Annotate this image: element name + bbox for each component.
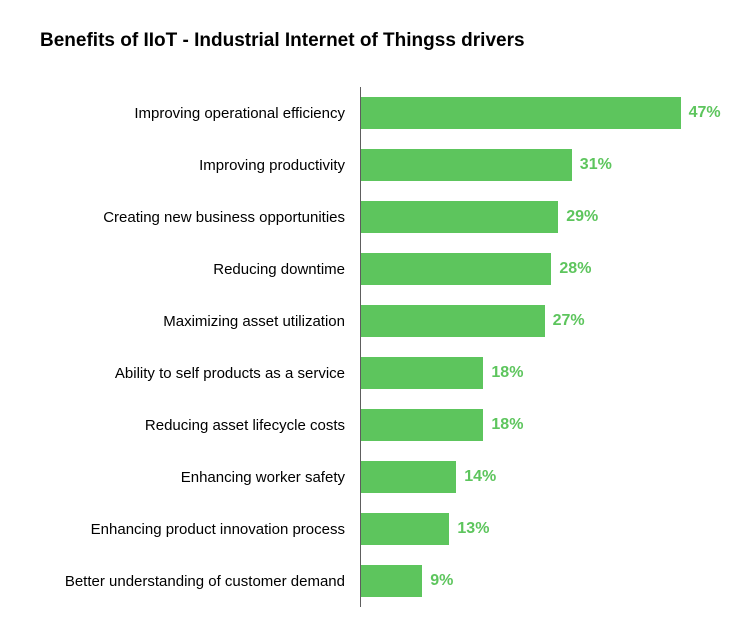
bar-column: 29% — [360, 191, 710, 243]
chart-row: Ability to self products as a service 18% — [40, 347, 710, 399]
bar-label: Reducing asset lifecycle costs — [40, 417, 360, 434]
chart-row: Maximizing asset utilization 27% — [40, 295, 710, 347]
chart-row: Improving productivity 31% — [40, 139, 710, 191]
bar — [361, 513, 449, 545]
chart-area: Improving operational efficiency47%Impro… — [40, 87, 710, 607]
bar — [361, 409, 483, 441]
chart-row: Creating new business opportunities 29% — [40, 191, 710, 243]
bar-label: Better understanding of customer demand — [40, 573, 360, 590]
chart-title: Benefits of IIoT - Industrial Internet o… — [40, 30, 710, 52]
bar — [361, 305, 545, 337]
bar — [361, 97, 681, 129]
chart-row: Better understanding of customer demand 9… — [40, 555, 710, 607]
chart-row: Reducing downtime 28% — [40, 243, 710, 295]
bar-column: 28% — [360, 243, 710, 295]
bar-label: Enhancing product innovation process — [40, 521, 360, 538]
bar-value: 14% — [464, 468, 496, 486]
bar — [361, 357, 483, 389]
bar-value: 47% — [689, 104, 721, 122]
bar-column: 27% — [360, 295, 710, 347]
bar-label: Enhancing worker safety — [40, 469, 360, 486]
bar-value: 18% — [491, 416, 523, 434]
bar — [361, 565, 422, 597]
bar — [361, 201, 558, 233]
bar-value: 13% — [457, 520, 489, 538]
bar-column: 31% — [360, 139, 710, 191]
bar — [361, 149, 572, 181]
chart-row: Enhancing worker safety 14% — [40, 451, 710, 503]
bar — [361, 461, 456, 493]
bar-label: Improving productivity — [40, 157, 360, 174]
bar-value: 28% — [559, 260, 591, 278]
bar-value: 18% — [491, 364, 523, 382]
bar-value: 27% — [553, 312, 585, 330]
chart-row: Reducing asset lifecycle costs 18% — [40, 399, 710, 451]
chart-row: Enhancing product innovation process 13% — [40, 503, 710, 555]
bar-label: Ability to self products as a service — [40, 365, 360, 382]
bar-label: Reducing downtime — [40, 261, 360, 278]
chart-row: Improving operational efficiency47% — [40, 87, 710, 139]
bar-column: 9% — [360, 555, 710, 607]
bar-column: 14% — [360, 451, 710, 503]
bar-column: 13% — [360, 503, 710, 555]
bar — [361, 253, 551, 285]
bar-label: Improving operational efficiency — [40, 105, 360, 122]
bar-column: 18% — [360, 399, 710, 451]
bar-column: 18% — [360, 347, 710, 399]
bar-value: 29% — [566, 208, 598, 226]
bar-column: 47% — [360, 87, 721, 139]
bar-label: Creating new business opportunities — [40, 209, 360, 226]
bar-value: 9% — [430, 572, 453, 590]
bar-value: 31% — [580, 156, 612, 174]
bar-label: Maximizing asset utilization — [40, 313, 360, 330]
